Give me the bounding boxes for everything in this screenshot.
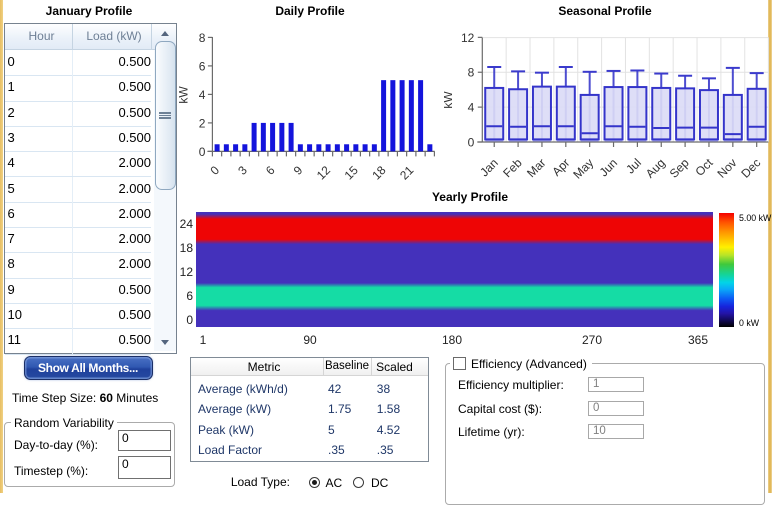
svg-text:Aug: Aug	[643, 156, 668, 181]
svg-text:3: 3	[235, 163, 250, 178]
svg-text:Jul: Jul	[623, 156, 644, 177]
svg-text:kW: kW	[178, 86, 191, 104]
svg-text:Dec: Dec	[738, 156, 763, 181]
svg-text:21: 21	[397, 163, 417, 183]
svg-text:12: 12	[461, 31, 475, 45]
svg-text:4: 4	[468, 101, 475, 115]
svg-text:4: 4	[199, 88, 206, 102]
svg-text:May: May	[570, 156, 596, 182]
svg-text:kW: kW	[444, 91, 455, 109]
svg-text:18: 18	[369, 163, 389, 183]
svg-text:Apr: Apr	[549, 156, 572, 179]
svg-text:8: 8	[468, 66, 475, 80]
svg-text:Sep: Sep	[667, 155, 692, 180]
svg-text:Mar: Mar	[524, 156, 549, 181]
svg-text:0: 0	[468, 136, 475, 150]
svg-text:0: 0	[208, 163, 223, 178]
svg-text:9: 9	[291, 163, 306, 178]
svg-text:8: 8	[199, 31, 206, 45]
svg-text:Jun: Jun	[597, 156, 621, 180]
svg-text:Nov: Nov	[714, 156, 739, 181]
svg-text:Oct: Oct	[692, 155, 716, 179]
svg-text:2: 2	[199, 116, 206, 130]
svg-text:0: 0	[199, 145, 206, 159]
svg-text:12: 12	[314, 163, 334, 183]
svg-text:6: 6	[199, 59, 206, 73]
svg-text:6: 6	[263, 163, 278, 178]
svg-text:Feb: Feb	[500, 155, 525, 180]
svg-text:Jan: Jan	[477, 156, 501, 180]
svg-text:15: 15	[342, 163, 362, 183]
